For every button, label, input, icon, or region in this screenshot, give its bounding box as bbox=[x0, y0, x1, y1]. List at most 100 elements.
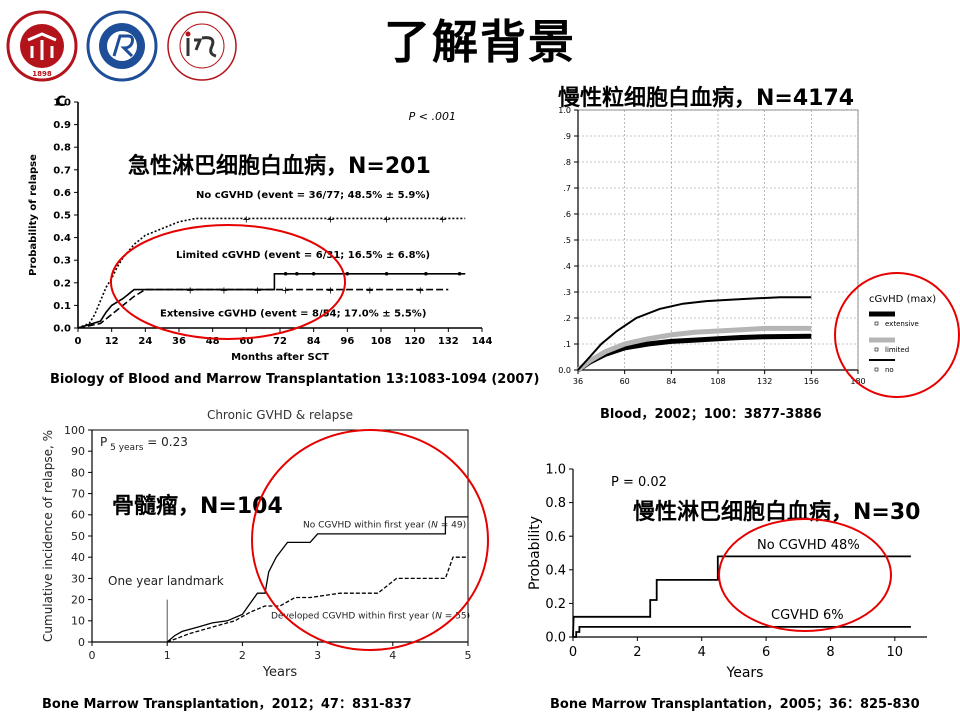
institute-of-hematology-seal-icon bbox=[167, 11, 237, 81]
y-axis-label: Probability of relapse bbox=[28, 154, 39, 276]
series-line-limited bbox=[576, 325, 812, 372]
x-tick-label: 132 bbox=[438, 336, 459, 347]
p-value: P = 0.02 bbox=[611, 475, 667, 490]
plot-frame bbox=[91, 429, 469, 643]
y-tick-label: 1.0 bbox=[545, 463, 566, 478]
series-line-dashed bbox=[77, 217, 466, 329]
x-tick-label: 2 bbox=[633, 645, 641, 660]
y-tick-label: 10 bbox=[71, 615, 85, 628]
y-tick-label: 30 bbox=[71, 572, 85, 585]
y-tick-label: .7 bbox=[563, 184, 571, 193]
p-value: P < .001 bbox=[409, 110, 456, 123]
x-tick-label: 36 bbox=[573, 377, 583, 386]
x-tick-label: 48 bbox=[206, 336, 220, 347]
legend-bullet bbox=[874, 367, 879, 372]
y-tick-label: 0.5 bbox=[53, 211, 71, 222]
x-tick-label: 12 bbox=[105, 336, 119, 347]
series-label-part: = 49) bbox=[438, 521, 466, 531]
y-tick-label: .6 bbox=[563, 210, 571, 219]
panel-label: C bbox=[56, 94, 66, 110]
censor-mark-plus: + bbox=[242, 214, 250, 225]
x-tick-label: 24 bbox=[138, 336, 152, 347]
slide-title: 了解背景 bbox=[384, 15, 576, 69]
y-tick-label: 0.0 bbox=[558, 366, 571, 375]
series-label-part: No CGVHD within first year ( bbox=[303, 521, 431, 531]
x-tick-label: 2 bbox=[239, 649, 246, 662]
peking-university-peoples-hospital-seal-icon bbox=[86, 10, 158, 82]
series-label-no-cgvhd: No CGVHD 48% bbox=[757, 538, 860, 553]
y-tick-label: 0.8 bbox=[545, 496, 566, 511]
series-line-1 bbox=[573, 626, 911, 638]
y-tick-label: 80 bbox=[71, 466, 85, 479]
p-value: P 5 years = 0.23 bbox=[100, 435, 188, 453]
y-tick-label: 0.7 bbox=[53, 165, 71, 176]
y-axis-label: Cumulative incidence of relapse, % bbox=[41, 430, 55, 642]
series-line-0 bbox=[572, 555, 911, 638]
censor-mark-plus: + bbox=[253, 286, 261, 297]
series-label-no-cgvhd: No cGVHD (event = 36/77; 48.5% ± 5.9%) bbox=[196, 190, 430, 201]
heading-all: 急性淋巴细胞白血病，N=201 bbox=[128, 154, 431, 179]
relapse-chart-cll: 0 2 4 6 8 10 0.0 0.2 0.4 0.6 0.8 1.0 P = 0.02 No CGVH… bbox=[527, 463, 927, 681]
y-tick-label: 0.4 bbox=[53, 233, 71, 244]
series-line-no bbox=[577, 296, 812, 371]
x-tick-label: 108 bbox=[371, 336, 392, 347]
x-tick-label: 60 bbox=[239, 336, 253, 347]
x-tick-label: 3 bbox=[314, 649, 321, 662]
x-axis-label: Years bbox=[726, 665, 764, 681]
y-tick-label: 20 bbox=[71, 593, 85, 606]
legend-title: cGvHD (max) bbox=[869, 294, 936, 305]
censor-mark-plus: + bbox=[439, 214, 447, 225]
censor-mark-dot bbox=[384, 271, 389, 276]
p-value-pvalue_value: = 0.23 bbox=[143, 435, 187, 449]
x-tick-label: 156 bbox=[804, 377, 819, 386]
censor-mark-dot bbox=[345, 271, 350, 276]
x-tick-label: 144 bbox=[472, 336, 493, 347]
censor-mark-dot bbox=[311, 271, 316, 276]
heading-myeloma: 骨髓瘤，N=104 bbox=[112, 494, 283, 519]
seal-year: 1898 bbox=[32, 70, 52, 78]
series-line-extensive bbox=[576, 333, 812, 373]
caption-all: Biology of Blood and Marrow Transplantat… bbox=[50, 372, 540, 387]
p-value-pvalue_main: P bbox=[100, 435, 107, 449]
x-tick-label: 72 bbox=[273, 336, 287, 347]
y-tick-label: 70 bbox=[71, 487, 85, 500]
y-tick-label: 90 bbox=[71, 445, 85, 458]
censor-mark-plus: + bbox=[281, 286, 289, 297]
legend-label-no: no bbox=[885, 366, 894, 374]
y-tick-label: 0.9 bbox=[53, 120, 71, 131]
relapse-chart-all: 0 12 24 36 48 60 72 84 96 108 120 132 144 0.0 0.1 0.2 0.… bbox=[28, 94, 493, 363]
x-tick-label: 132 bbox=[757, 377, 772, 386]
y-axis-label: Probability bbox=[527, 516, 543, 590]
series-label-part: = 55) bbox=[442, 612, 470, 622]
y-tick-label: .8 bbox=[563, 158, 571, 167]
series-label-extensive-cgvhd: Extensive cGVHD (event = 8/54; 17.0% ± 5… bbox=[160, 309, 426, 320]
x-axis-label: Months after SCT bbox=[231, 352, 329, 363]
censor-mark-plus: + bbox=[326, 214, 334, 225]
legend-bullet bbox=[874, 321, 879, 326]
y-tick-label: 0.6 bbox=[53, 188, 71, 199]
y-tick-label: 0.6 bbox=[545, 530, 566, 545]
y-tick-label: 0.0 bbox=[545, 631, 566, 646]
y-tick-label: 0.2 bbox=[53, 278, 71, 289]
x-tick-label: 5 bbox=[465, 649, 472, 662]
series-label-part: Developed CGVHD within first year ( bbox=[271, 612, 435, 622]
y-tick-label: 60 bbox=[71, 509, 85, 522]
y-tick-label: .9 bbox=[563, 132, 571, 141]
y-tick-label: 1.0 bbox=[53, 98, 71, 109]
censor-mark-dot bbox=[457, 271, 462, 276]
series-label-developed-cgvhd: Developed CGVHD within first year (N = 5… bbox=[271, 612, 470, 622]
caption-myeloma: Bone Marrow Transplantation，2012；47：831-… bbox=[42, 697, 412, 712]
legend-label-extensive: extensive bbox=[885, 320, 919, 328]
y-tick-label: .5 bbox=[563, 236, 571, 245]
x-tick-label: 1 bbox=[164, 649, 171, 662]
x-tick-label: 108 bbox=[710, 377, 725, 386]
y-tick-label: 1.0 bbox=[558, 106, 571, 115]
legend-bullet bbox=[874, 347, 879, 352]
x-tick-label: 0 bbox=[569, 645, 577, 660]
y-tick-label: 0.3 bbox=[53, 256, 71, 267]
y-tick-label: 0.0 bbox=[53, 324, 71, 335]
y-tick-label: .1 bbox=[563, 340, 571, 349]
censor-mark-dot bbox=[424, 271, 428, 276]
y-tick-label: 0.8 bbox=[53, 143, 71, 154]
censor-mark-plus: + bbox=[382, 214, 390, 225]
